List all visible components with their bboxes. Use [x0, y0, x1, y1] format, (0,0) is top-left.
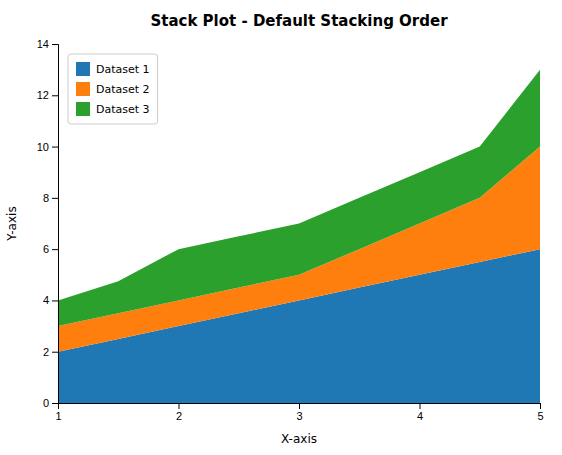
- tick: 2: [176, 403, 182, 422]
- tick: 1: [55, 403, 61, 422]
- tick: 12: [37, 89, 58, 101]
- tick-mark: [52, 44, 58, 45]
- title: Stack Plot - Default Stacking Order: [150, 12, 448, 30]
- tick-label: 2: [176, 410, 182, 422]
- tick: 10: [37, 141, 58, 153]
- tick: 14: [37, 38, 58, 50]
- tick-mark: [540, 403, 541, 409]
- tick: 5: [537, 403, 543, 422]
- tick: 4: [417, 403, 423, 422]
- y-axis-title: Y-axis: [5, 206, 19, 241]
- legend-label: Dataset 2: [96, 83, 150, 96]
- legend: Dataset 1 Dataset 2 Dataset 3: [68, 54, 158, 124]
- axis-line: [59, 404, 541, 410]
- tick-label: 14: [37, 38, 49, 50]
- tick-mark: [299, 403, 300, 409]
- chart: 1234502468101214Stack Plot - Default Sta…: [0, 0, 562, 455]
- legend-label: Dataset 3: [96, 103, 150, 116]
- tick-label: 6: [43, 243, 49, 255]
- legend-label: Dataset 1: [96, 63, 150, 76]
- tick-label: 4: [43, 294, 49, 306]
- legend-item: Dataset 3: [76, 102, 150, 116]
- tick-mark: [52, 198, 58, 199]
- legend-box: [68, 54, 158, 124]
- tick-label: 3: [296, 410, 302, 422]
- tick: 4: [43, 294, 58, 306]
- tick-mark: [52, 352, 58, 353]
- tick: 8: [43, 192, 58, 204]
- x-axis: 1 2 3 4 5: [55, 403, 543, 422]
- x-axis-title: X-axis: [281, 432, 317, 446]
- legend-item: Dataset 2: [76, 82, 150, 96]
- tick: 2: [43, 346, 58, 358]
- legend-item: Dataset 1: [76, 62, 150, 76]
- tick-mark: [52, 95, 58, 96]
- y-axis: 0 2 4 6 8 10 12 14: [37, 38, 59, 409]
- tick-label: 4: [417, 410, 423, 422]
- legend-swatch: [76, 82, 90, 96]
- tick-label: 8: [43, 192, 49, 204]
- tick-mark: [52, 300, 58, 301]
- tick-label: 5: [537, 410, 543, 422]
- area: [58, 70, 540, 326]
- tick-mark: [52, 147, 58, 148]
- tick-label: 12: [37, 89, 49, 101]
- tick-label: 2: [43, 346, 49, 358]
- tick-label: 0: [43, 397, 49, 409]
- tick-label: 10: [37, 141, 49, 153]
- axis-line: [52, 45, 59, 404]
- legend-swatch: [76, 102, 90, 116]
- legend-swatch: [76, 62, 90, 76]
- tick-mark: [52, 403, 58, 404]
- tick-label: 1: [55, 410, 61, 422]
- tick-mark: [420, 403, 421, 409]
- tick-mark: [179, 403, 180, 409]
- tick: 6: [43, 243, 58, 255]
- tick: 3: [296, 403, 302, 422]
- tick: 0: [43, 397, 58, 409]
- tick-mark: [52, 249, 58, 250]
